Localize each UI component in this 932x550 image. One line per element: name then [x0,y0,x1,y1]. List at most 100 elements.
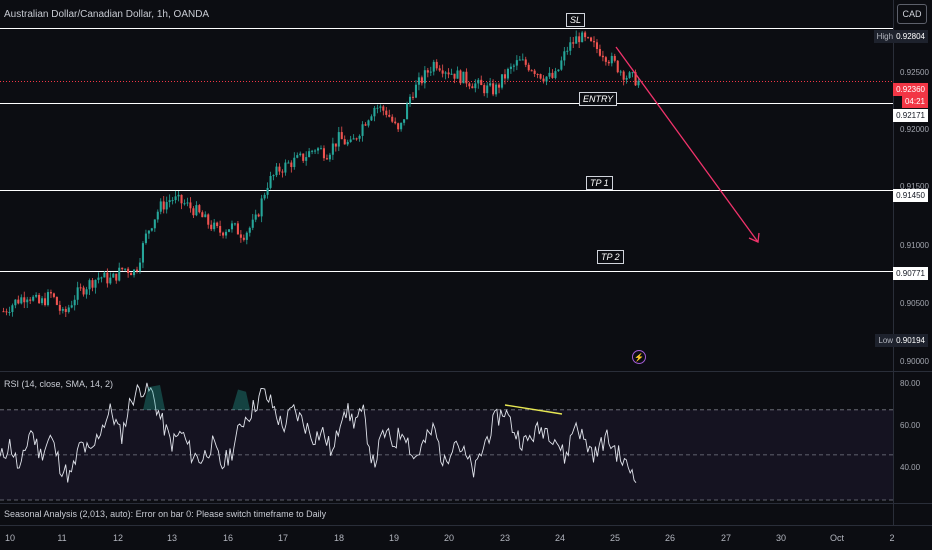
symbol-title: Australian Dollar/Canadian Dollar, 1h, O… [4,9,210,20]
candle-body [625,77,628,80]
candle-body [423,70,426,84]
candle-body [189,202,192,209]
candle-body [498,84,501,88]
candle-body [216,222,219,227]
candle-body [444,72,447,74]
candle-body [355,138,358,140]
tp1-annotation[interactable]: TP 1 [586,176,613,190]
candle-body [302,153,305,161]
rsi-line [0,382,637,483]
candle-body [121,267,124,270]
candle-body [73,299,76,306]
candle-body [352,138,355,140]
candle-body [112,273,115,278]
candle-body [607,61,610,64]
candle-body [598,49,601,56]
low-price-label: Low 0.90194 [875,334,928,347]
tp2-annotation[interactable]: TP 2 [597,250,624,264]
candle-body [311,150,314,152]
candle-body [29,299,32,301]
time-axis-label: 12 [112,533,124,543]
candle-body [554,71,557,78]
candle-body [41,298,44,304]
candle-body [296,155,299,158]
candle-body [153,219,156,229]
price-pane-background [0,0,893,370]
low-key: Low [878,336,894,345]
candle-body [438,68,441,71]
candle-body [308,151,311,158]
candle-body [64,308,67,312]
candle-body [67,307,70,312]
candle-body [575,36,578,44]
candle-body [515,60,518,66]
candle-body [11,305,14,313]
candle-body [604,57,607,62]
candle-body [266,187,269,195]
candle-body [545,76,548,82]
candle-body [219,226,222,233]
candle-body [637,80,640,86]
candle-body [177,194,180,197]
candle-body [260,198,263,217]
candle-body [100,277,103,279]
projection-arrowhead [748,232,760,243]
rsi-overbought-fill [232,389,250,410]
projection-arrow-line [615,46,759,243]
candle-body [225,231,228,236]
candle-body [192,208,195,216]
candle-body [447,72,450,75]
candle-body [551,72,554,78]
candle-body [186,202,189,204]
candle-body [299,153,302,156]
candle-body [542,78,545,82]
candle-body [370,116,373,121]
time-axis-label: 30 [775,533,787,543]
candle-body [379,106,382,108]
time-axis-label: 27 [720,533,732,543]
candle-body [127,268,130,274]
entry-annotation[interactable]: ENTRY [579,92,618,106]
candle-body [397,123,400,130]
candle-body [284,162,287,173]
lightning-icon[interactable]: ⚡ [632,350,646,364]
candle-body [88,280,91,290]
currency-button[interactable]: CAD [897,4,927,24]
candle-body [581,32,584,43]
candle-body [400,122,403,130]
price-tick-label: 0.91000 [900,241,929,250]
candle-body [233,223,236,225]
candle-body [85,289,88,295]
candle-body [530,70,533,72]
candle-body [8,312,11,314]
candle-body [471,86,474,89]
sl-annotation[interactable]: SL [566,13,586,27]
candle-body [23,297,26,303]
candle-body [417,77,420,85]
candle-body [130,273,133,276]
candle-body [503,74,507,79]
time-axis-label: 24 [554,533,566,543]
candle-body [578,36,581,43]
candle-body [275,166,278,176]
candle-body [245,232,248,240]
candle-body [536,73,539,75]
candle-body [251,219,254,228]
candle-body [35,294,38,297]
candle-body [601,55,604,58]
candle-body [156,211,159,220]
candle-body [429,71,432,73]
candle-body [589,37,593,42]
candle-body [319,148,323,150]
candle-body [180,194,183,204]
high-price-label: High 0.92804 [873,30,928,43]
candle-body [325,158,328,160]
candle-body [477,79,480,84]
candle-body [489,83,492,86]
candle-body [239,234,242,238]
candle-body [406,103,409,120]
time-axis-label: 2 [889,533,895,543]
candle-body [257,214,260,217]
candle-body [70,305,73,308]
